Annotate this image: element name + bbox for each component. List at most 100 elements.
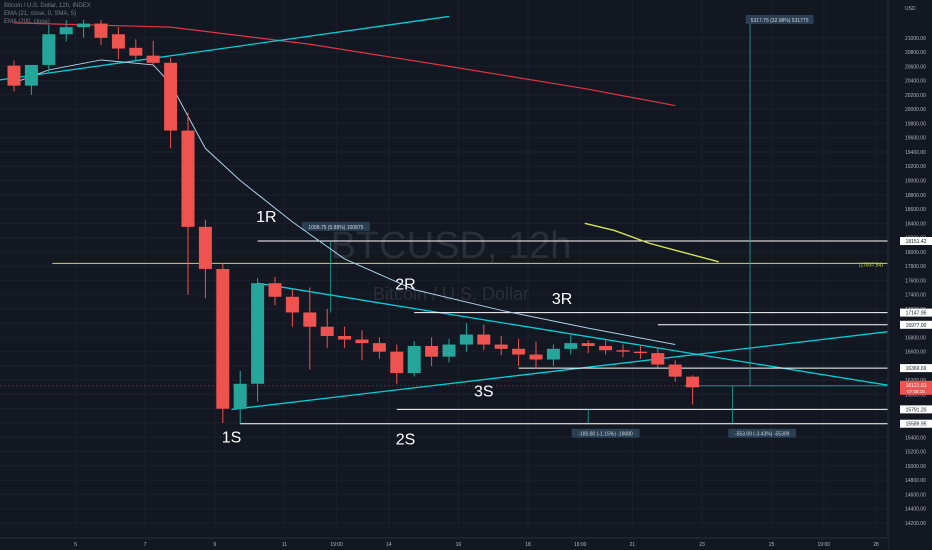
level-price-label: 18151.42	[906, 239, 927, 245]
candle-body	[581, 343, 595, 346]
price-tick-label: 18000.00	[905, 250, 926, 256]
candle-body	[425, 345, 439, 357]
candle-body	[233, 383, 247, 409]
level-price-label: 15791.20	[906, 407, 927, 413]
time-tick-label: 28	[873, 542, 879, 548]
candle-body	[42, 34, 56, 65]
watermark-symbol: BTCUSD, 12h	[331, 225, 572, 267]
level-price-label: 16977.00	[906, 323, 927, 329]
candle-body	[372, 343, 386, 352]
measure-label: 1008.75 (5.88%) 100875	[308, 225, 363, 231]
price-tick-label: 19400.00	[905, 150, 926, 156]
level-price-tag	[900, 320, 932, 329]
price-tick-label: 14200.00	[905, 521, 926, 527]
candle-body	[477, 334, 491, 345]
time-tick-label: 14	[386, 542, 392, 548]
time-tick-label: 21	[630, 542, 636, 548]
price-tick-label: 20200.00	[905, 93, 926, 99]
measure-label-box	[571, 428, 640, 438]
ema-21-series	[13, 59, 676, 346]
measure-label-box	[745, 15, 814, 24]
level-price-tag	[900, 405, 932, 414]
level-price-tag	[900, 419, 932, 428]
candle-body	[529, 354, 543, 360]
time-tick-label: 19:00	[574, 542, 587, 548]
price-tick-label: 14400.00	[905, 507, 926, 513]
candle-body	[512, 348, 526, 355]
candle-body	[7, 65, 21, 86]
time-tick-label: 25	[769, 542, 775, 548]
pivot-label: 1S	[222, 429, 242, 446]
price-tick-label: 14600.00	[905, 492, 926, 498]
time-axis[interactable]: 5 7 9 11 19:00 14 16 18 19:00 21 23 25 19:00 28	[0, 537, 888, 550]
watermark: BTCUSD, 12h Bitcoin / U.S. Dollar	[331, 225, 572, 304]
candle-body	[111, 34, 125, 49]
pivot-label: 1R	[256, 209, 276, 226]
price-tick-label: 21000.00	[905, 36, 926, 42]
countdown-label: 07:08:15	[907, 389, 925, 394]
candle-body	[285, 296, 299, 313]
pivot-label: 2R	[395, 277, 415, 294]
candle-body	[59, 27, 73, 35]
measure-label: -180.80 (-1.15%) -18080	[578, 432, 633, 438]
candle-body	[407, 345, 421, 374]
measure-label: -553.09 (-3.43%) -55309	[735, 432, 790, 438]
candle-body	[633, 351, 647, 354]
measure-label: 5317.75 (32.98%) 531775	[751, 18, 809, 24]
level-price-tag	[900, 237, 932, 246]
time-tick-label: 19:00	[330, 542, 343, 548]
grid	[0, 0, 888, 530]
price-axis-background	[888, 0, 932, 550]
price-tick-label: 16000.00	[905, 392, 926, 398]
candle-body	[216, 268, 230, 409]
candle-body	[355, 339, 369, 344]
candle-body	[164, 62, 178, 131]
time-tick-label: 11	[282, 542, 287, 548]
price-tick-label: 20800.00	[905, 50, 926, 56]
ema-21-line	[13, 59, 676, 346]
candle-body	[494, 344, 508, 349]
currency-label: USD	[905, 6, 916, 12]
price-projection-path	[584, 222, 719, 263]
candle-body	[338, 335, 352, 340]
time-tick-label: 23	[699, 542, 705, 548]
price-tick-label: 20400.00	[905, 79, 926, 85]
measure-label-box	[301, 221, 370, 231]
level-lines: (17837.54)	[0, 240, 888, 425]
projection-line	[584, 222, 719, 263]
trendline-ascending	[231, 331, 889, 411]
price-tick-label: 15000.00	[905, 464, 926, 470]
ema-200-series	[13, 22, 676, 107]
candle-body	[181, 130, 195, 227]
candle-body	[459, 334, 473, 345]
candle-body	[564, 343, 578, 349]
candle-body	[129, 47, 143, 56]
price-tick-label: 18600.00	[905, 207, 926, 213]
pivot-labels: 1R 2R 3R 1S 2S 3S	[222, 209, 573, 449]
price-tick-label: 19600.00	[905, 136, 926, 142]
price-tick-label: 20600.00	[905, 64, 926, 70]
price-tick-label: 19800.00	[905, 121, 926, 127]
price-axis[interactable]: USD 21000.00 20800.00 20600.00 20400.00 20200…	[887, 0, 932, 550]
candle-body	[686, 376, 700, 388]
legend-ema-200[interactable]: EMA (200, close)	[4, 19, 50, 25]
pivot-label: 3S	[474, 384, 494, 401]
legend-ema-21[interactable]: EMA (21, close, 0, SMA, 5)	[4, 11, 77, 17]
level-price-label: 15589.95	[906, 422, 927, 428]
price-tick-label: 15400.00	[905, 435, 926, 441]
candle-body	[668, 364, 682, 377]
price-tick-label: 17800.00	[905, 264, 926, 270]
price-tick-label: 16600.00	[905, 350, 926, 356]
level-price-tag	[900, 308, 932, 317]
trendline-upper-channel	[0, 15, 450, 81]
legend-symbol[interactable]: Bitcoin / U.S. Dollar, 12h, INDEX	[4, 3, 91, 9]
level-price-label: 17147.95	[906, 311, 927, 317]
candle-body	[320, 326, 334, 336]
candle-body	[268, 283, 282, 297]
time-tick-label: 5	[74, 542, 77, 548]
candle-body	[303, 312, 317, 327]
pivot-label: 2S	[396, 431, 416, 448]
price-tick-label: 17400.00	[905, 293, 926, 299]
